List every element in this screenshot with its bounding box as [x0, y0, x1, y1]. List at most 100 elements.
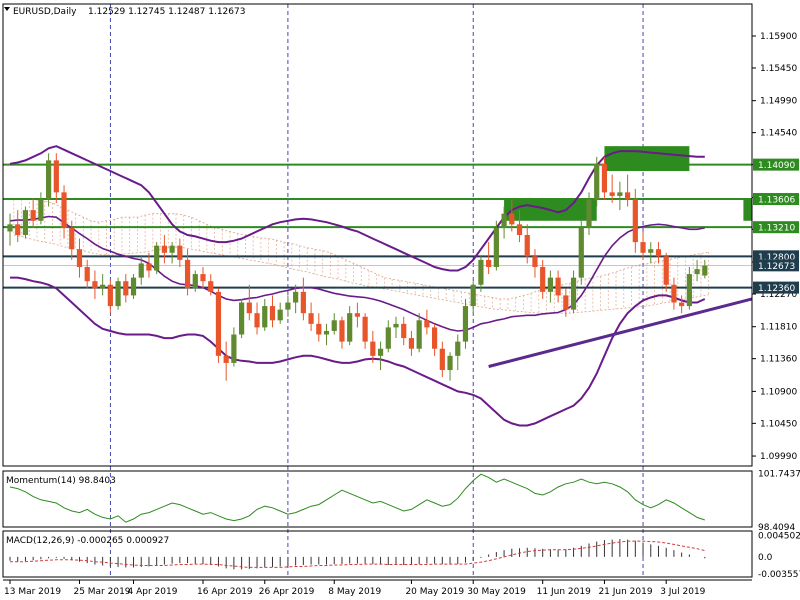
cloud-span-b	[13, 234, 709, 314]
time-tick-label: 20 May 2019	[405, 587, 464, 597]
candle	[594, 163, 600, 200]
macd-tick-label: 0.004502	[758, 531, 800, 541]
candle	[107, 284, 113, 307]
pane-frame	[2, 3, 753, 467]
time-tick-label: 4 Apr 2019	[128, 587, 178, 597]
bollinger-lower	[10, 276, 706, 427]
time-tick-label: 26 Apr 2019	[259, 587, 315, 597]
time-tick-label: 8 May 2019	[328, 587, 381, 597]
candle	[671, 284, 677, 303]
candle	[184, 259, 191, 289]
candle	[362, 316, 368, 342]
candle	[308, 313, 314, 324]
candle	[377, 348, 384, 356]
candle	[84, 266, 90, 282]
time-tick-label: 25 Mar 2019	[73, 587, 130, 597]
candle	[92, 281, 98, 289]
bollinger-upper	[9, 145, 705, 272]
candle	[123, 281, 129, 296]
candle	[632, 199, 638, 243]
price-tag-label: 1.12800	[758, 253, 795, 263]
momentum-label: Momentum(14) 98.8403	[6, 476, 116, 486]
candle	[532, 256, 538, 267]
candle	[138, 263, 144, 278]
candle	[516, 224, 523, 235]
time-tick-label: 16 Apr 2019	[197, 587, 253, 597]
candle	[493, 227, 499, 267]
candle	[223, 355, 229, 363]
price-tick-label: 1.09990	[760, 452, 797, 462]
candle	[15, 224, 21, 235]
time-tick-label: 13 Mar 2019	[4, 587, 61, 597]
candle	[53, 160, 59, 193]
price-tick-label: 1.11360	[760, 355, 797, 365]
candle	[130, 277, 137, 296]
candle	[331, 320, 337, 331]
candle	[177, 245, 183, 260]
candle	[316, 323, 322, 335]
candle	[563, 295, 569, 310]
bollinger-middle	[9, 215, 705, 332]
candle	[447, 355, 453, 371]
collapse-triangle-icon[interactable]	[4, 7, 10, 11]
candle	[439, 348, 445, 371]
candle	[169, 245, 175, 253]
price-tick-label: 1.10450	[760, 419, 797, 429]
macd-tick-label: 0.0	[758, 553, 773, 563]
candle	[609, 192, 615, 196]
candle	[192, 274, 198, 289]
candle	[416, 320, 422, 349]
momentum-line	[9, 473, 705, 523]
candle	[679, 302, 685, 307]
candle	[663, 256, 669, 285]
candle	[570, 277, 577, 310]
candle	[300, 291, 306, 314]
candle	[61, 192, 67, 228]
candle	[601, 163, 608, 193]
price-tag	[753, 259, 799, 272]
price-tick-label: 1.11810	[760, 323, 797, 333]
candle	[625, 192, 631, 200]
candle	[486, 259, 492, 267]
candle	[686, 274, 692, 307]
price-tick-label: 1.12270	[760, 290, 797, 300]
candle	[347, 313, 353, 342]
time-tick-label: 30 May 2019	[467, 587, 526, 597]
candle	[617, 192, 623, 196]
candle	[154, 245, 160, 271]
candle	[38, 199, 44, 221]
candle	[555, 277, 561, 296]
momentum-tick-label: 101.7437	[758, 470, 800, 480]
candle	[470, 284, 476, 307]
price-tag	[753, 281, 799, 294]
candle	[385, 327, 391, 349]
price-tag-label: 1.12360	[758, 284, 795, 294]
candle	[208, 281, 214, 292]
price-tag-label: 1.13210	[758, 224, 795, 234]
candle	[370, 341, 376, 356]
candle	[524, 235, 530, 257]
price-tag	[753, 158, 799, 171]
candle	[215, 291, 222, 356]
candle	[239, 302, 245, 335]
candle	[200, 274, 206, 282]
candle	[509, 213, 515, 225]
price-tag	[753, 193, 799, 206]
candle	[354, 313, 360, 317]
price-tag	[753, 221, 799, 234]
candle	[231, 334, 237, 363]
candle	[401, 323, 407, 339]
candle	[76, 249, 83, 267]
candle	[640, 242, 646, 253]
macd-tick-label: -0.003557	[758, 570, 800, 580]
time-tick-label: 3 Jul 2019	[660, 587, 705, 597]
price-tag-label: 1.13606	[758, 196, 795, 206]
candle	[254, 313, 260, 328]
candle	[547, 277, 553, 292]
price-tick-label: 1.15900	[760, 32, 797, 42]
price-zone	[604, 146, 690, 172]
chart-title: EURUSD,Daily 1.12529 1.12745 1.12487 1.1…	[4, 7, 245, 17]
candle	[262, 306, 268, 328]
candle	[586, 199, 592, 228]
candle	[115, 281, 121, 307]
